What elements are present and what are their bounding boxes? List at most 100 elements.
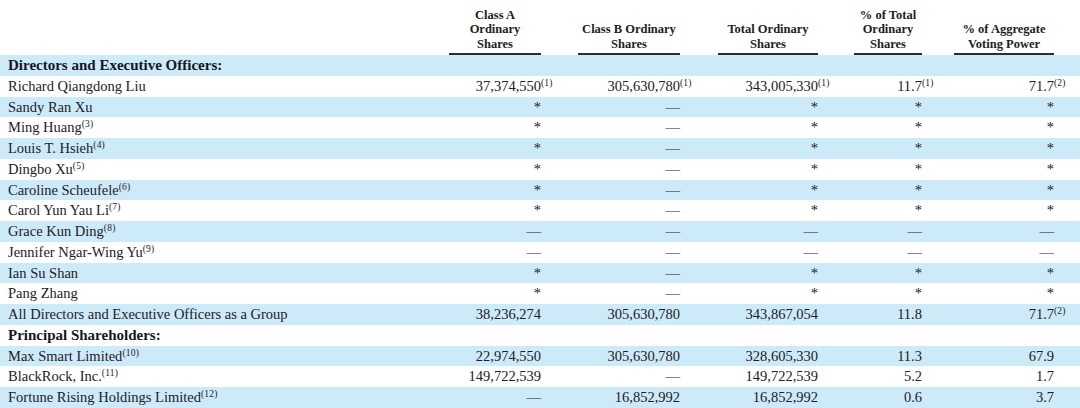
cell-value: *: [811, 202, 818, 218]
cell-value: —: [908, 244, 923, 260]
table-row: Ming Huang(3)*—***: [0, 117, 1080, 138]
value-cell-pct-aggregate-voting-power: *: [948, 263, 1080, 284]
value-cell-pct-aggregate-voting-power: 1.7: [948, 366, 1080, 387]
value-cell-class-b-ordinary-shares: —: [567, 138, 706, 159]
cell-value: —: [666, 119, 681, 135]
value-cell-pct-total-ordinary-shares: *: [844, 159, 948, 180]
cell-value: 5.2: [904, 368, 922, 384]
value-cell-pct-total-ordinary-shares: *: [844, 283, 948, 304]
cell-value: *: [915, 182, 922, 198]
table-row: Carol Yun Yau Li(7)*—***: [0, 200, 1080, 221]
footnote-marker: (5): [73, 161, 85, 171]
cell-value: *: [915, 202, 922, 218]
header-row: Class AOrdinaryShares Class B OrdinarySha…: [0, 0, 1080, 55]
table-row: Richard Qiangdong Liu37,374,550(1)305,63…: [0, 76, 1080, 97]
cell-value: —: [1040, 223, 1055, 239]
column-header-label: Class AOrdinaryShares: [449, 8, 541, 56]
shareholder-name: BlackRock, Inc.(11): [0, 366, 437, 387]
shareholder-name: All Directors and Executive Officers as …: [0, 304, 437, 325]
column-header-total-ordinary-shares: Total OrdinaryShares: [706, 0, 844, 55]
value-cell-pct-aggregate-voting-power: *: [948, 283, 1080, 304]
cell-value: —: [666, 368, 681, 384]
value-cell-pct-aggregate-voting-power: 71.7(2): [948, 304, 1080, 325]
table-body: Directors and Executive Officers:Richard…: [0, 55, 1080, 408]
section-row: Principal Shareholders:: [0, 325, 1080, 346]
beneficial-ownership-table: Class AOrdinaryShares Class B OrdinarySha…: [0, 0, 1080, 408]
value-cell-class-b-ordinary-shares: —: [567, 221, 706, 242]
shareholder-name: Ian Su Shan: [0, 263, 437, 284]
cell-value: *: [1047, 285, 1054, 301]
shareholder-name-text: Fortune Rising Holdings Limited: [8, 389, 201, 405]
cell-value: —: [666, 161, 681, 177]
cell-value: 71.7: [1029, 306, 1054, 322]
cell-value: 11.7: [897, 78, 922, 94]
value-cell-class-b-ordinary-shares: —: [567, 366, 706, 387]
value-cell-pct-aggregate-voting-power: 67.9: [948, 346, 1080, 367]
value-cell-class-a-ordinary-shares: —: [437, 242, 567, 263]
shareholder-name-text: Caroline Scheufele: [8, 182, 119, 198]
shareholder-name: Ming Huang(3): [0, 117, 437, 138]
table-row: Sandy Ran Xu*—***: [0, 97, 1080, 118]
column-header-label: % of AggregateVoting Power: [954, 22, 1054, 55]
column-header-class-a-ordinary-shares: Class AOrdinaryShares: [437, 0, 567, 55]
value-cell-class-a-ordinary-shares: *: [437, 200, 567, 221]
cell-value: 305,630,780: [608, 306, 681, 322]
header-line: Shares: [718, 37, 818, 52]
table-row: Jennifer Ngar-Wing Yu(9)—————: [0, 242, 1080, 263]
cell-value: *: [1047, 119, 1054, 135]
cell-value: *: [915, 99, 922, 115]
footnote-marker: (4): [93, 140, 105, 150]
section-row: Directors and Executive Officers:: [0, 55, 1080, 76]
value-cell-class-b-ordinary-shares: 305,630,780: [567, 346, 706, 367]
cell-value: 16,852,992: [615, 389, 680, 405]
value-cell-class-a-ordinary-shares: *: [437, 180, 567, 201]
table-row: Grace Kun Ding(8)—————: [0, 221, 1080, 242]
cell-value: 149,722,539: [746, 368, 819, 384]
value-cell-pct-total-ordinary-shares: *: [844, 97, 948, 118]
shareholder-name-text: Max Smart Limited: [8, 348, 122, 364]
value-cell-total-ordinary-shares: *: [706, 97, 844, 118]
cell-value: *: [1047, 161, 1054, 177]
column-header-pct-total-ordinary-shares: % of TotalOrdinaryShares: [844, 0, 948, 55]
cell-value: *: [811, 99, 818, 115]
value-cell-total-ordinary-shares: —: [706, 221, 844, 242]
table-row: Fortune Rising Holdings Limited(12)—16,8…: [0, 387, 1080, 408]
column-header-class-b-ordinary-shares: Class B OrdinaryShares: [567, 0, 706, 55]
value-cell-class-a-ordinary-shares: *: [437, 283, 567, 304]
table-row: Louis T. Hsieh(4)*—***: [0, 138, 1080, 159]
table-row: Caroline Scheufele(6)*—***: [0, 180, 1080, 201]
shareholder-name: Sandy Ran Xu: [0, 97, 437, 118]
value-cell-pct-total-ordinary-shares: 11.3: [844, 346, 948, 367]
header-line: Class A: [449, 8, 541, 23]
cell-value: —: [527, 223, 542, 239]
header-line: Shares: [449, 37, 541, 52]
value-cell-total-ordinary-shares: 328,605,330: [706, 346, 844, 367]
table-row: BlackRock, Inc.(11)149,722,539—149,722,5…: [0, 366, 1080, 387]
value-cell-total-ordinary-shares: 16,852,992: [706, 387, 844, 408]
value-cell-pct-total-ordinary-shares: 11.8: [844, 304, 948, 325]
cell-value: 343,867,054: [746, 306, 819, 322]
value-cell-class-a-ordinary-shares: *: [437, 263, 567, 284]
value-cell-pct-total-ordinary-shares: 0.6: [844, 387, 948, 408]
shareholder-name: Richard Qiangdong Liu: [0, 76, 437, 97]
cell-value: 305,630,780: [608, 78, 681, 94]
value-cell-class-a-ordinary-shares: *: [437, 97, 567, 118]
footnote-marker: (10): [122, 348, 139, 358]
value-cell-pct-aggregate-voting-power: —: [948, 221, 1080, 242]
value-cell-pct-total-ordinary-shares: —: [844, 221, 948, 242]
cell-value: 71.7: [1029, 78, 1054, 94]
table-row: Dingbo Xu(5)*—***: [0, 159, 1080, 180]
shareholder-name-text: Richard Qiangdong Liu: [8, 78, 146, 94]
value-cell-pct-total-ordinary-shares: —: [844, 242, 948, 263]
footnote-marker: (12): [201, 389, 218, 399]
cell-value: 38,236,274: [476, 306, 541, 322]
value-cell-pct-aggregate-voting-power: *: [948, 138, 1080, 159]
cell-value: —: [666, 223, 681, 239]
cell-value: *: [915, 265, 922, 281]
cell-value: 16,852,992: [753, 389, 818, 405]
value-cell-total-ordinary-shares: —: [706, 242, 844, 263]
shareholder-name: Caroline Scheufele(6): [0, 180, 437, 201]
value-cell-class-b-ordinary-shares: 305,630,780: [567, 304, 706, 325]
footnote-marker: (3): [82, 119, 94, 129]
cell-value: *: [1047, 182, 1054, 198]
